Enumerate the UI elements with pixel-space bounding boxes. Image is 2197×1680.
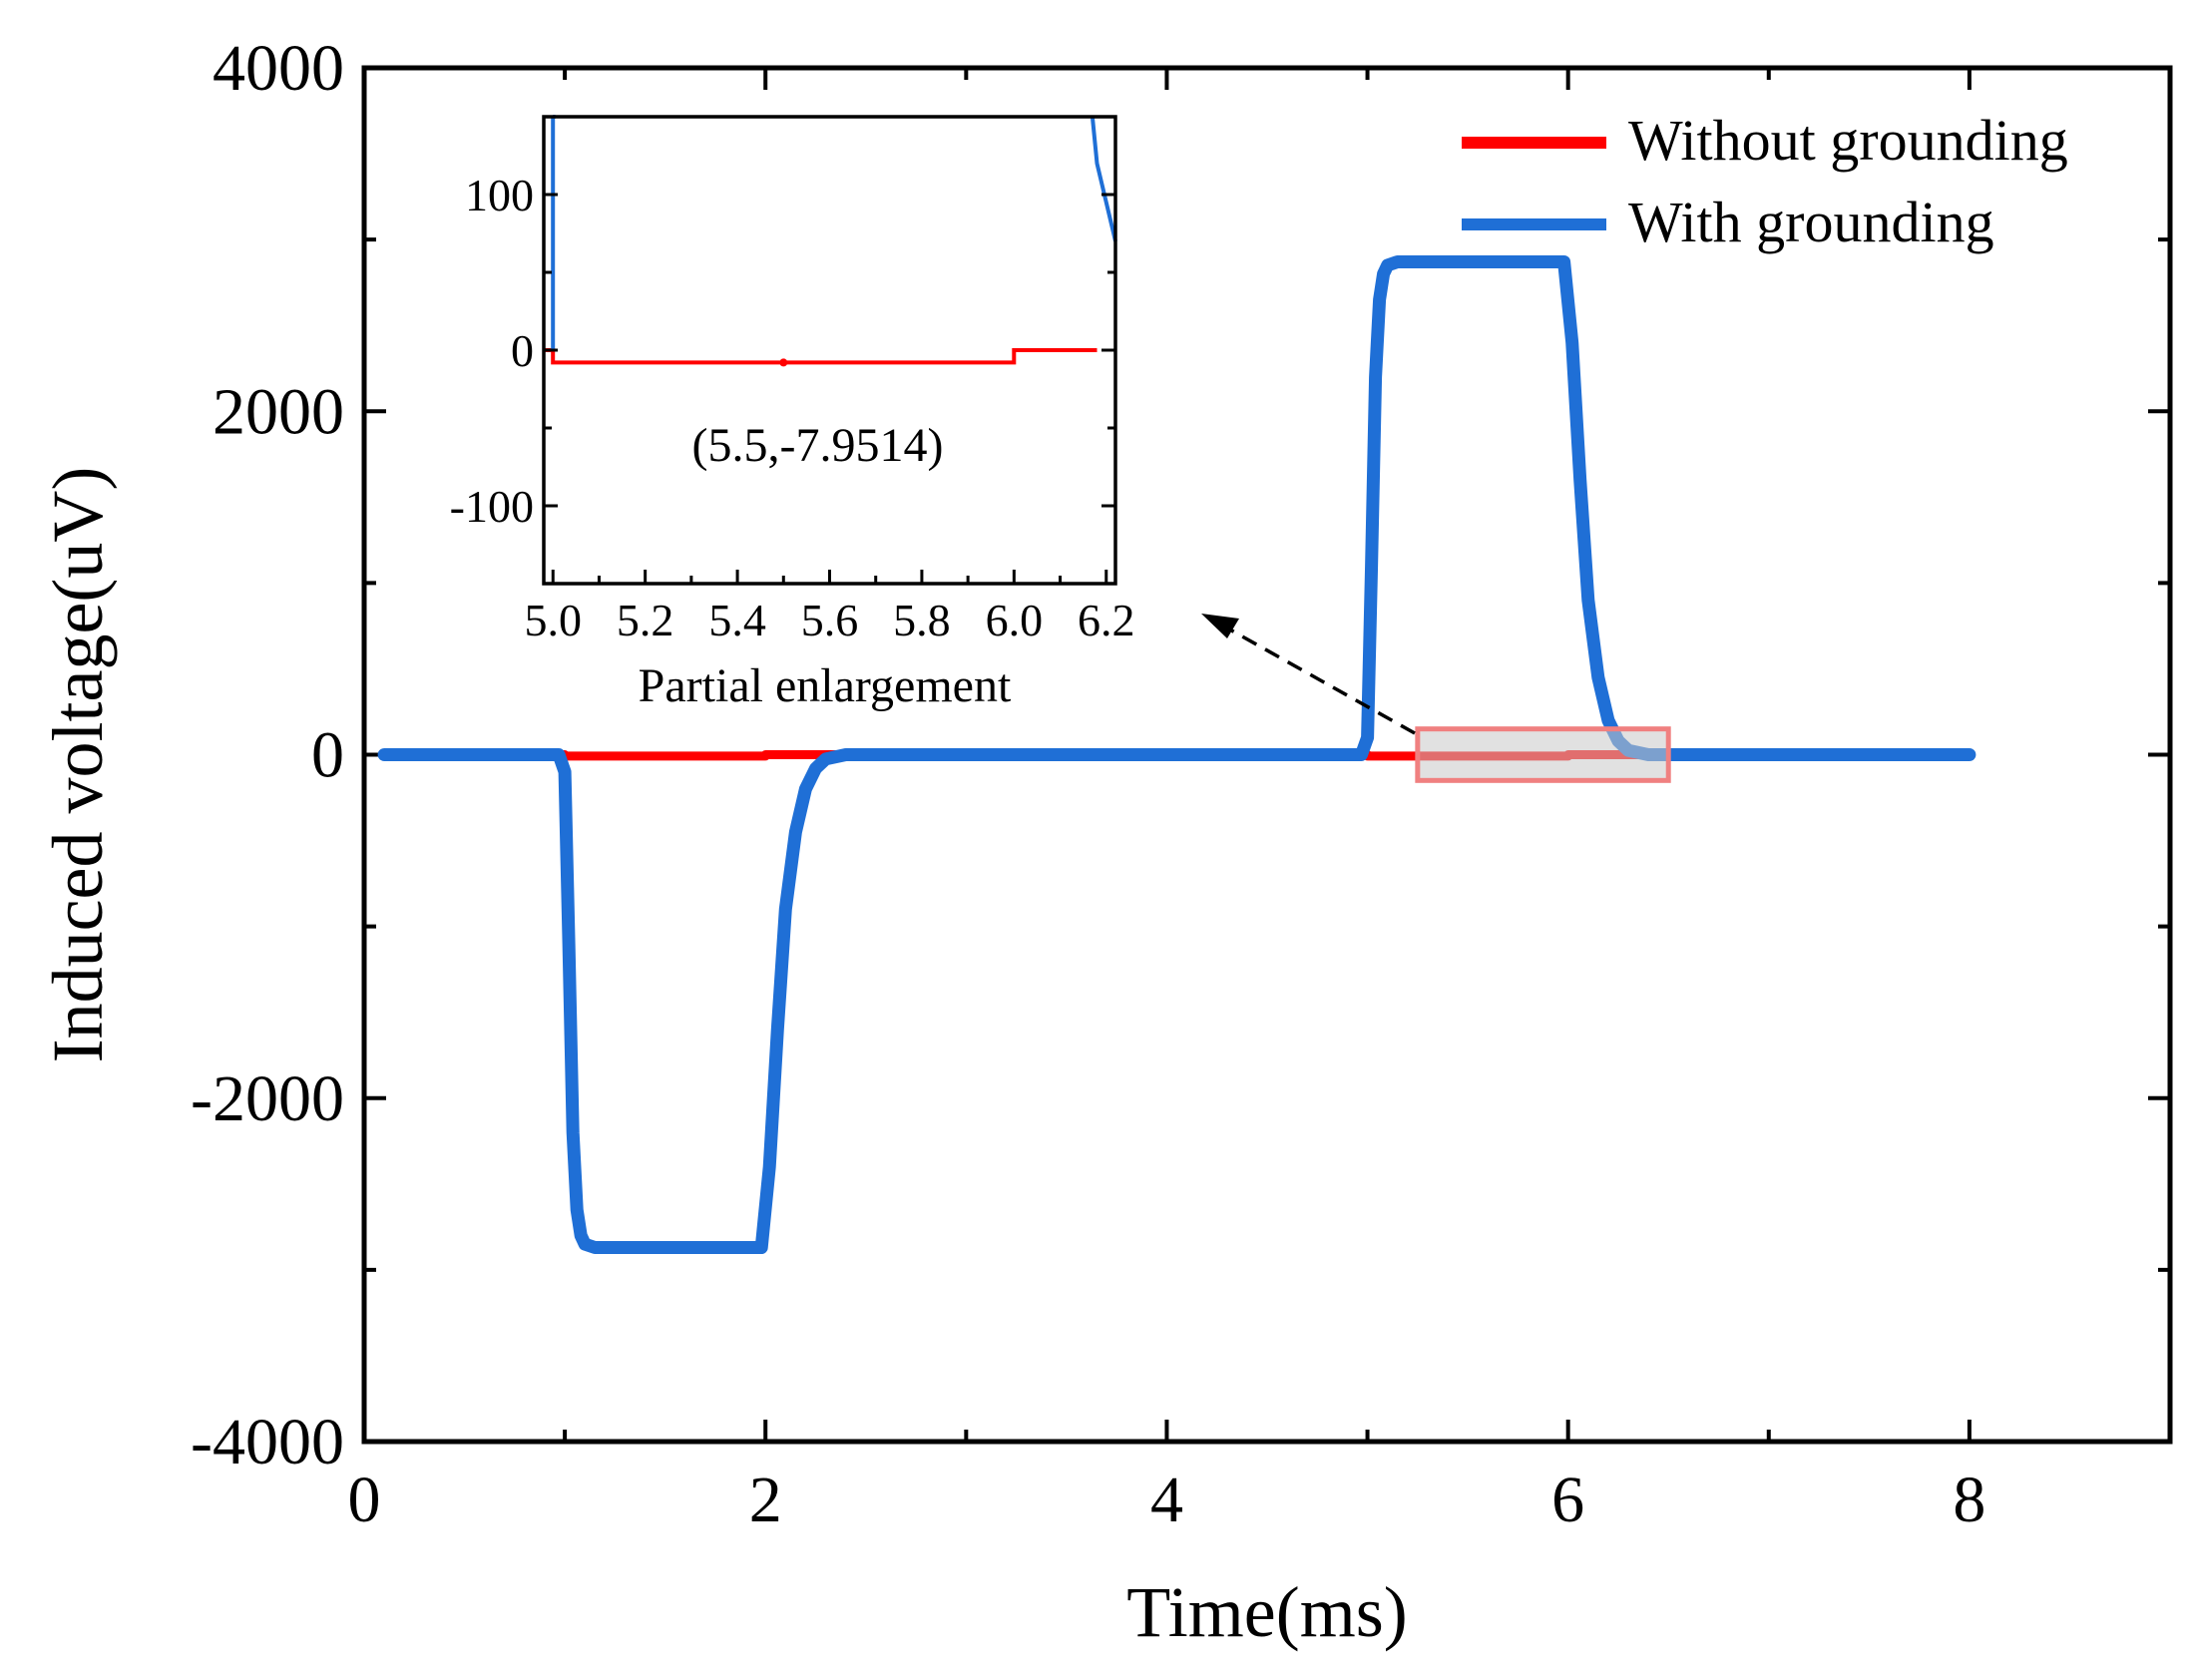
main-x-tick-labels: 0 2 4 6 8 <box>348 1464 1986 1536</box>
inset-y-tick-label: -100 <box>450 481 534 532</box>
arrow-head <box>1201 614 1239 638</box>
inset-line-with-grounding-tail <box>1090 116 1117 242</box>
inset-annotation: (5.5,-7.9514) <box>692 419 944 472</box>
zoom-highlight-box <box>1415 726 1671 783</box>
inset-x-tick-label: 5.8 <box>893 595 951 645</box>
annotation-point-marker <box>779 358 788 367</box>
legend: Without grounding With grounding <box>1462 108 2068 254</box>
inset-x-tick-label: 5.6 <box>801 595 859 645</box>
main-y-tick-labels: -4000 -2000 0 2000 4000 <box>191 32 344 1478</box>
series-line-with-grounding <box>377 255 1977 1254</box>
y-tick-label: 0 <box>311 719 344 792</box>
y-tick-label: -4000 <box>191 1406 344 1478</box>
inset-x-tick-label: 6.2 <box>1078 595 1135 645</box>
main-axis-ticks <box>362 66 2172 1444</box>
y-tick-label: 4000 <box>213 32 344 105</box>
x-tick-label: 8 <box>1953 1464 1985 1536</box>
y-tick-label: -2000 <box>191 1062 344 1135</box>
x-tick-label: 0 <box>348 1464 381 1536</box>
y-tick-label: 2000 <box>213 375 344 448</box>
inset-title: Partial enlargement <box>639 659 1012 712</box>
inset-y-tick-label: 100 <box>465 170 534 220</box>
inset-x-tick-label: 5.2 <box>617 595 674 645</box>
x-axis-label: Time(ms) <box>1126 1572 1407 1652</box>
legend-label-with-grounding: With grounding <box>1628 190 1994 254</box>
inset-plot: 5.0 5.2 5.4 5.6 5.8 6.0 6.2 -100 0 100 (5.5,-7.9… <box>450 115 1135 712</box>
x-tick-label: 4 <box>1150 1464 1183 1536</box>
inset-x-tick-label: 6.0 <box>986 595 1044 645</box>
inset-y-tick-label: 0 <box>511 325 534 376</box>
arrow-shaft <box>1218 622 1416 735</box>
inset-x-tick-label: 5.0 <box>524 595 582 645</box>
zoom-pointer-arrow <box>1201 614 1416 735</box>
inset-axis-ticks <box>544 115 1115 586</box>
legend-label-without-grounding: Without grounding <box>1628 108 2068 173</box>
y-axis-label: Induced voltage(uV) <box>38 467 118 1063</box>
inset-x-tick-label: 5.4 <box>708 595 766 645</box>
x-tick-label: 6 <box>1551 1464 1584 1536</box>
x-tick-label: 2 <box>749 1464 782 1536</box>
inset-y-tick-labels: -100 0 100 <box>450 170 534 532</box>
main-plot: 0 2 4 6 8 -4000 -2000 0 2000 4000 Time(ms) Induc… <box>38 32 2173 1652</box>
inset-x-tick-labels: 5.0 5.2 5.4 5.6 5.8 6.0 6.2 <box>524 595 1134 645</box>
